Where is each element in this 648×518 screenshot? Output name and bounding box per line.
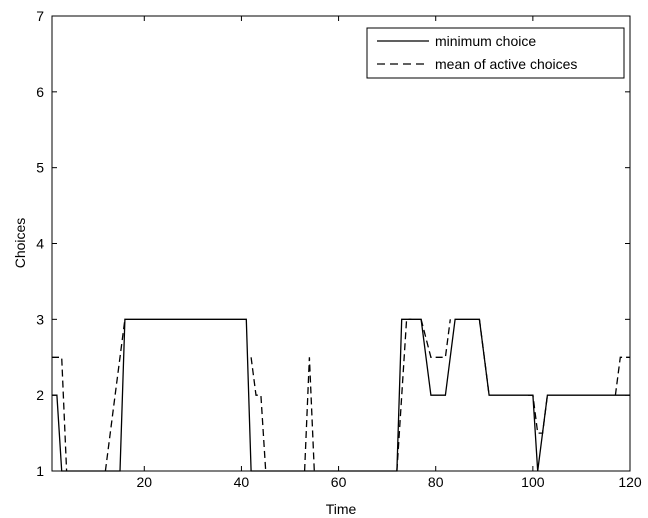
series-line-mean-of-active-choices: [396, 318, 412, 472]
series-line-mean-of-active-choices: [303, 357, 315, 472]
x-axis-title: Time: [326, 501, 357, 517]
y-tick-label: 2: [36, 387, 44, 403]
series-line-mean-of-active-choices: [104, 319, 126, 472]
x-axis: 20 40 60 80 100 120: [136, 16, 642, 490]
legend-label-minimum-choice: minimum choice: [435, 33, 536, 49]
x-tick-label: 20: [136, 474, 152, 490]
y-axis-title: Choices: [12, 218, 28, 269]
x-tick-label: 40: [234, 474, 250, 490]
legend-label-mean-of-active-choices: mean of active choices: [435, 56, 577, 72]
legend: minimum choice mean of active choices: [366, 27, 625, 79]
series-line-mean-of-active-choices: [528, 394, 549, 434]
x-tick-label: 60: [331, 474, 347, 490]
x-tick-label: 120: [618, 474, 642, 490]
y-tick-label: 4: [36, 236, 44, 252]
series-layer: [52, 318, 630, 472]
x-tick-label: 100: [521, 474, 545, 490]
y-axis: 1 2 3 4 5 6 7: [36, 8, 630, 479]
y-tick-label: 5: [36, 160, 44, 176]
y-tick-label: 3: [36, 311, 44, 327]
series-line-mean-of-active-choices: [52, 356, 68, 472]
plot-area: [52, 16, 630, 471]
y-tick-label: 6: [36, 84, 44, 100]
series-line-mean-of-active-choices: [250, 357, 267, 472]
y-tick-label: 1: [36, 463, 44, 479]
series-line-mean-of-active-choices: [420, 319, 451, 358]
legend-box: [366, 27, 625, 79]
x-tick-label: 80: [428, 474, 444, 490]
series-line-mean-of-active-choices: [478, 319, 490, 396]
series-line-mean-of-active-choices: [614, 356, 630, 396]
y-tick-label: 7: [36, 8, 44, 24]
